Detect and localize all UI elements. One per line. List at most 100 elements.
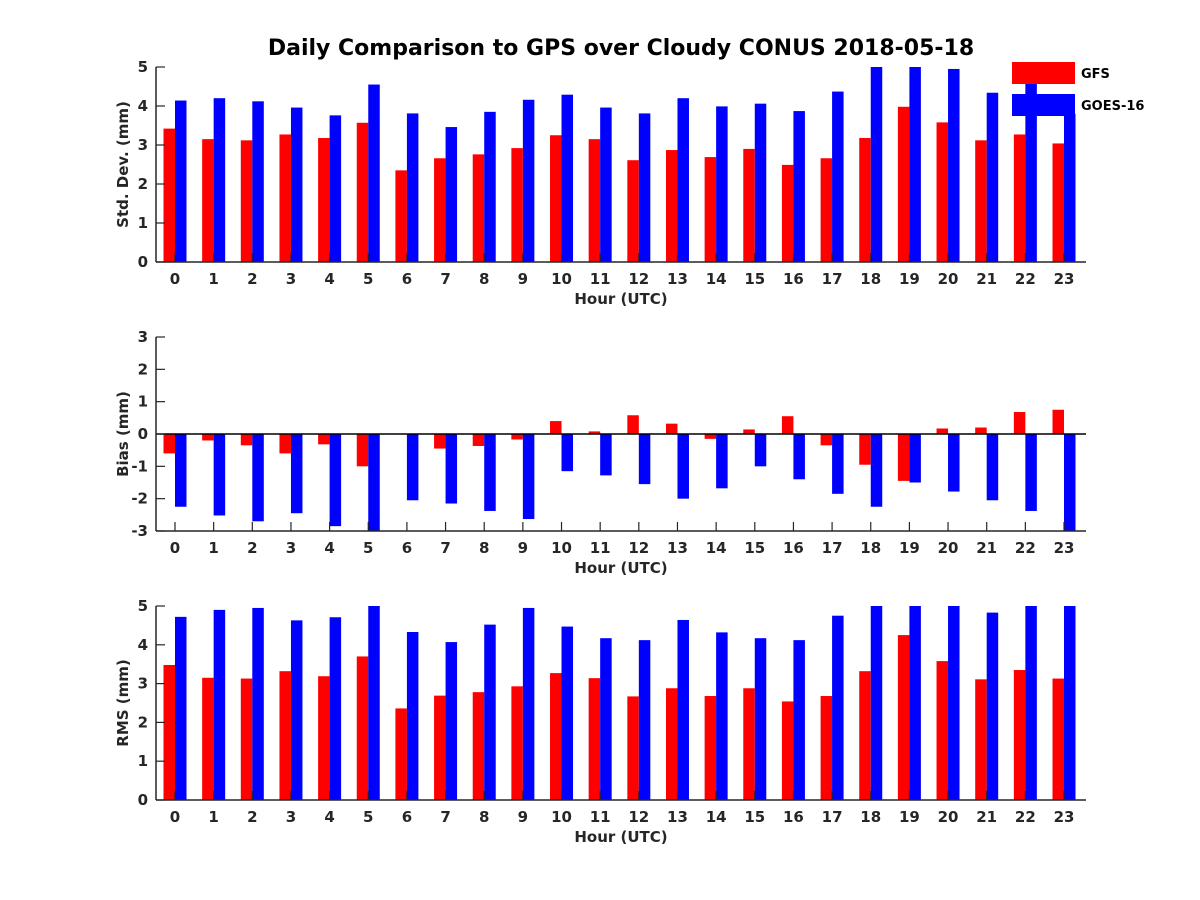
x-axis-label: Hour (UTC) xyxy=(574,828,667,846)
x-tick-label: 4 xyxy=(324,270,334,288)
x-tick-label: 21 xyxy=(976,270,997,288)
bar-gfs-23 xyxy=(1052,409,1064,434)
y-tick-label: 5 xyxy=(138,58,148,76)
bar-gfs-20 xyxy=(936,428,949,434)
bar-goes-16-4 xyxy=(329,115,342,262)
y-tick-label: 3 xyxy=(138,328,148,346)
legend-label-goes-16: GOES-16 xyxy=(1081,99,1144,114)
bar-gfs-2 xyxy=(240,140,253,262)
bar-goes-16-2 xyxy=(252,607,264,800)
bar-goes-16-8 xyxy=(484,624,496,800)
x-tick-label: 14 xyxy=(706,270,727,288)
bar-gfs-0 xyxy=(163,664,175,800)
bar-gfs-10 xyxy=(550,421,562,434)
bar-gfs-13 xyxy=(665,150,678,262)
legend-swatch-gfs xyxy=(1012,62,1075,84)
bar-goes-16-15 xyxy=(754,638,767,800)
bar-goes-16-8 xyxy=(484,434,496,511)
bar-goes-16-19 xyxy=(909,606,921,800)
bar-gfs-1 xyxy=(202,434,214,441)
x-tick-label: 16 xyxy=(783,808,804,826)
bar-gfs-0 xyxy=(163,128,175,262)
x-tick-label: 5 xyxy=(363,539,373,557)
bar-goes-16-1 xyxy=(213,434,226,516)
bar-goes-16-9 xyxy=(522,434,535,520)
bar-goes-16-5 xyxy=(368,84,380,262)
y-tick-label: 1 xyxy=(138,752,148,770)
x-tick-label: 22 xyxy=(1015,270,1036,288)
bar-gfs-16 xyxy=(781,416,794,434)
x-tick-label: 15 xyxy=(744,270,765,288)
bar-goes-16-10 xyxy=(561,626,574,800)
x-tick-label: 7 xyxy=(440,539,450,557)
bar-gfs-10 xyxy=(550,135,562,262)
x-tick-label: 18 xyxy=(860,808,881,826)
bar-gfs-1 xyxy=(202,677,214,800)
bar-goes-16-9 xyxy=(522,607,535,800)
bar-goes-16-5 xyxy=(368,434,380,531)
x-tick-label: 5 xyxy=(363,270,373,288)
bar-goes-16-11 xyxy=(600,107,612,262)
bar-goes-16-17 xyxy=(832,615,844,800)
bar-gfs-15 xyxy=(743,148,755,262)
bar-gfs-20 xyxy=(936,661,949,800)
x-tick-label: 21 xyxy=(976,808,997,826)
bar-goes-16-9 xyxy=(522,99,535,262)
legend-swatch-goes-16 xyxy=(1012,94,1075,116)
bar-goes-16-12 xyxy=(638,113,651,262)
x-tick-label: 2 xyxy=(247,808,257,826)
bar-goes-16-23 xyxy=(1064,113,1076,262)
bar-goes-16-0 xyxy=(175,616,187,800)
bar-gfs-7 xyxy=(434,434,446,449)
bar-gfs-17 xyxy=(820,696,833,800)
bar-goes-16-18 xyxy=(870,434,883,507)
x-tick-label: 8 xyxy=(479,270,489,288)
x-tick-label: 20 xyxy=(938,270,959,288)
x-tick-label: 16 xyxy=(783,539,804,557)
bar-gfs-13 xyxy=(665,423,678,434)
bar-gfs-2 xyxy=(240,678,253,800)
x-tick-label: 16 xyxy=(783,270,804,288)
x-tick-label: 1 xyxy=(208,539,218,557)
x-tick-label: 4 xyxy=(324,539,334,557)
bar-goes-16-11 xyxy=(600,638,612,800)
bar-gfs-10 xyxy=(550,673,562,800)
bar-goes-16-21 xyxy=(986,434,999,501)
bar-goes-16-15 xyxy=(754,103,767,262)
x-tick-label: 6 xyxy=(402,539,412,557)
bar-goes-16-2 xyxy=(252,101,264,262)
bar-gfs-14 xyxy=(704,434,717,439)
bar-gfs-23 xyxy=(1052,143,1064,262)
x-tick-label: 18 xyxy=(860,270,881,288)
x-tick-label: 14 xyxy=(706,808,727,826)
x-tick-label: 0 xyxy=(170,539,180,557)
x-tick-label: 21 xyxy=(976,539,997,557)
bar-goes-16-7 xyxy=(445,642,458,800)
bar-gfs-22 xyxy=(1013,134,1026,262)
x-tick-label: 20 xyxy=(938,539,959,557)
bar-gfs-7 xyxy=(434,158,446,262)
x-axis-label: Hour (UTC) xyxy=(574,290,667,308)
bar-goes-16-3 xyxy=(290,620,303,800)
bar-goes-16-20 xyxy=(948,68,960,262)
bar-goes-16-12 xyxy=(638,434,651,485)
bar-gfs-6 xyxy=(395,708,407,800)
x-axis-label: Hour (UTC) xyxy=(574,559,667,577)
bar-gfs-14 xyxy=(704,696,717,800)
x-tick-label: 12 xyxy=(628,270,649,288)
x-tick-label: 23 xyxy=(1054,808,1075,826)
bar-gfs-9 xyxy=(511,148,523,262)
bar-gfs-11 xyxy=(588,139,601,262)
bar-goes-16-14 xyxy=(716,106,728,262)
bar-gfs-7 xyxy=(434,695,446,800)
bar-gfs-21 xyxy=(975,140,987,262)
y-tick-label: 5 xyxy=(138,597,148,615)
x-tick-label: 3 xyxy=(286,539,296,557)
y-tick-label: 1 xyxy=(138,214,148,232)
x-tick-label: 0 xyxy=(170,808,180,826)
bar-gfs-21 xyxy=(975,679,987,800)
